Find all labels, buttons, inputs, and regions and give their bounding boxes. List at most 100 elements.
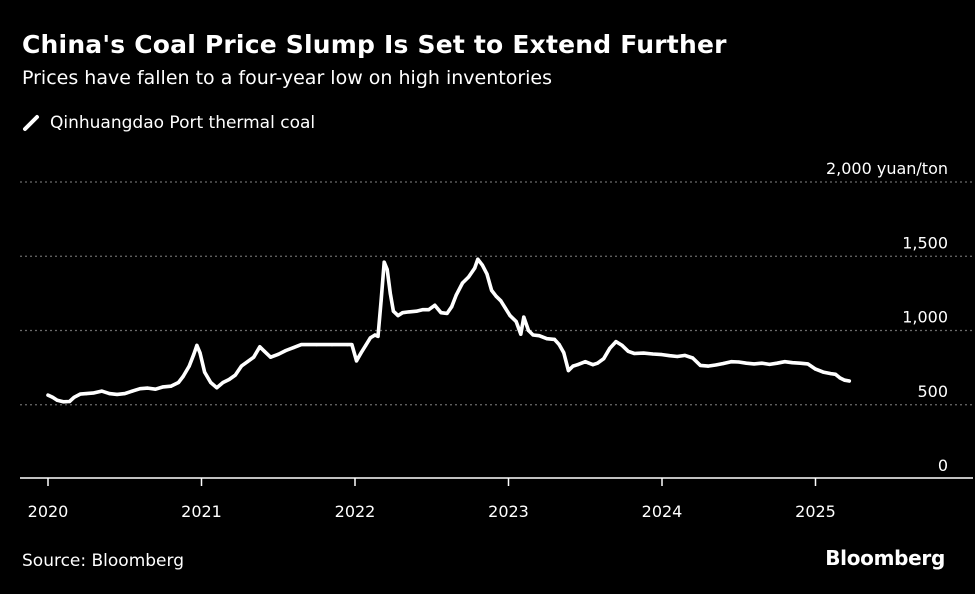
data-point xyxy=(198,351,202,355)
data-point xyxy=(67,399,72,404)
data-point xyxy=(790,361,795,365)
data-point xyxy=(490,288,494,293)
data-point xyxy=(284,348,288,353)
data-point xyxy=(783,360,787,364)
data-point xyxy=(466,275,471,279)
data-point xyxy=(315,343,319,347)
data-point xyxy=(721,361,726,366)
y-tick-label: 1,000 xyxy=(902,308,948,327)
data-point xyxy=(526,328,531,333)
data-point xyxy=(476,257,480,261)
data-point xyxy=(519,332,523,336)
x-tick-label: 2021 xyxy=(181,502,222,521)
data-point xyxy=(202,370,207,374)
data-point xyxy=(262,349,267,353)
data-point xyxy=(821,370,825,374)
x-tick-label: 2023 xyxy=(488,502,529,521)
data-point xyxy=(350,343,354,347)
legend-label: Qinhuangdao Port thermal coal xyxy=(50,113,316,133)
data-point xyxy=(209,380,213,385)
data-point xyxy=(161,385,165,389)
data-point xyxy=(508,314,512,318)
data-point xyxy=(847,379,851,383)
data-point xyxy=(602,357,606,361)
y-tick-label: 0 xyxy=(938,456,948,475)
data-point xyxy=(258,345,262,349)
data-point xyxy=(115,392,119,396)
data-point xyxy=(714,363,718,367)
data-point xyxy=(450,305,454,309)
x-tick-label: 2025 xyxy=(795,502,836,521)
data-point xyxy=(72,395,76,399)
data-point xyxy=(651,352,655,356)
data-point xyxy=(292,345,296,350)
x-tick-label: 2020 xyxy=(28,502,69,521)
data-point xyxy=(388,291,392,295)
data-point xyxy=(445,311,449,316)
data-point xyxy=(181,374,185,379)
y-tick-label: 2,000 yuan/ton xyxy=(826,159,948,178)
data-point xyxy=(514,319,518,324)
data-point xyxy=(806,362,810,366)
data-point xyxy=(407,310,411,314)
data-point xyxy=(595,361,600,365)
data-point xyxy=(833,372,838,376)
data-point xyxy=(78,392,82,396)
data-point xyxy=(829,371,833,376)
data-point xyxy=(55,398,59,402)
bloomberg-logo: Bloomberg xyxy=(825,546,945,570)
data-point xyxy=(575,363,580,367)
data-point xyxy=(614,340,618,344)
data-point xyxy=(252,355,256,359)
data-point xyxy=(620,343,624,347)
data-point xyxy=(744,361,749,365)
chart-subtitle: Prices have fallen to a four-year low on… xyxy=(22,67,553,89)
data-point xyxy=(473,266,477,270)
data-point xyxy=(51,395,55,399)
data-point xyxy=(215,386,219,390)
data-point xyxy=(571,364,575,368)
source-note: Source: Bloomberg xyxy=(22,551,184,571)
data-point xyxy=(245,360,250,364)
data-point xyxy=(480,263,485,267)
data-point xyxy=(760,361,764,365)
data-point xyxy=(373,333,377,337)
data-point xyxy=(439,311,443,315)
data-point xyxy=(268,355,273,359)
data-point xyxy=(153,387,158,391)
data-point xyxy=(660,352,664,357)
data-point xyxy=(359,351,363,355)
data-point xyxy=(752,362,756,366)
data-point xyxy=(767,362,772,366)
data-point xyxy=(454,293,458,297)
data-point xyxy=(737,360,741,364)
data-point xyxy=(414,309,418,313)
data-point xyxy=(843,378,847,382)
legend: Qinhuangdao Port thermal coal xyxy=(22,113,315,133)
data-point xyxy=(494,294,498,298)
data-point xyxy=(385,268,389,272)
data-point xyxy=(92,391,96,395)
data-point xyxy=(433,303,437,307)
data-point xyxy=(485,272,489,276)
data-point xyxy=(382,260,386,264)
data-point xyxy=(668,354,672,358)
data-point xyxy=(608,346,612,350)
data-point xyxy=(146,386,150,390)
data-point xyxy=(123,392,127,396)
data-point xyxy=(376,334,380,339)
data-point xyxy=(813,367,818,371)
data-point xyxy=(391,309,395,313)
x-tick-label: 2024 xyxy=(642,502,683,521)
data-point xyxy=(698,363,702,367)
data-point xyxy=(557,343,561,347)
data-point xyxy=(460,281,465,285)
data-point xyxy=(626,349,630,353)
data-point xyxy=(838,376,842,380)
data-point xyxy=(775,361,779,365)
data-point xyxy=(192,352,196,356)
data-point xyxy=(798,361,802,365)
data-point xyxy=(330,343,334,347)
data-point xyxy=(566,368,570,373)
